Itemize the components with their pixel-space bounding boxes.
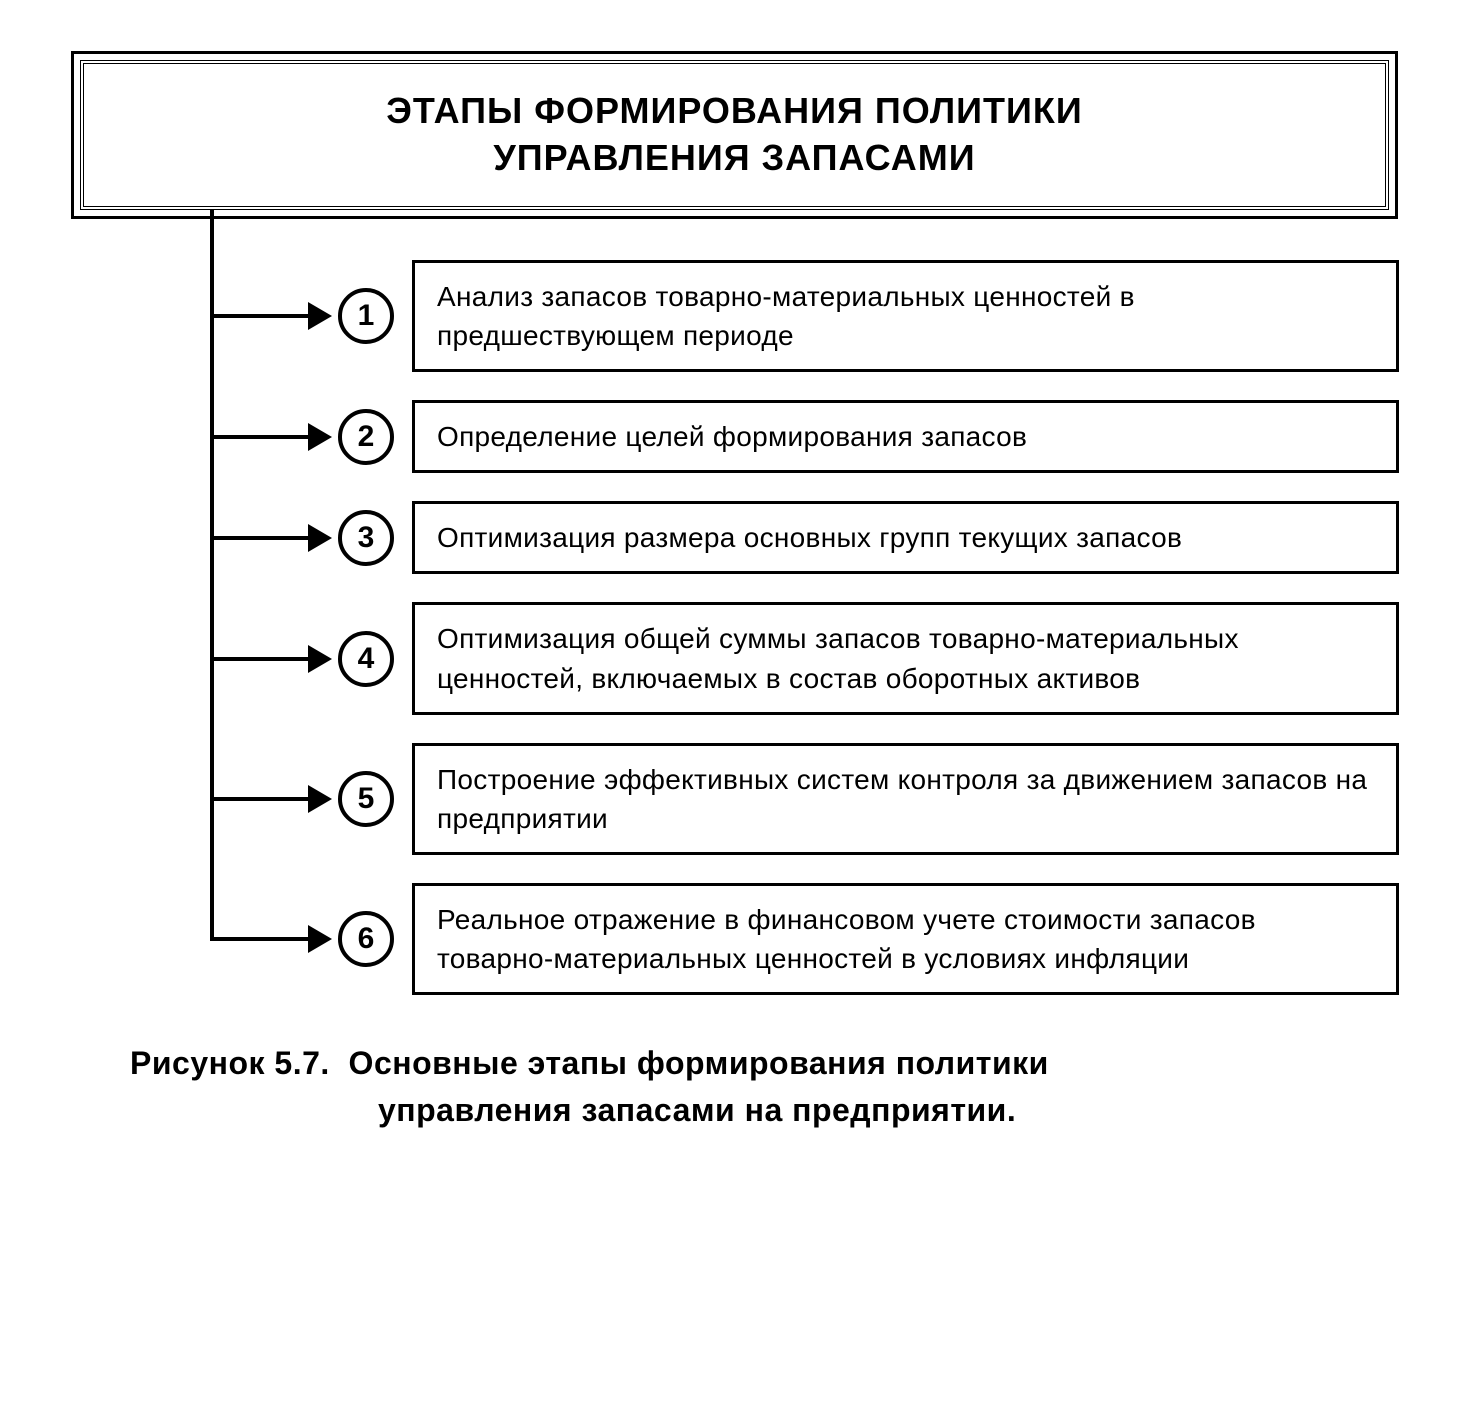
steps-area: 1 Анализ запасов товарно-материальных це… (70, 260, 1399, 996)
diagram-container: ЭТАПЫ ФОРМИРОВАНИЯ ПОЛИТИКИ УПРАВЛЕНИЯ З… (70, 60, 1399, 1133)
step-number-circle: 4 (338, 631, 394, 687)
figure-caption: Рисунок 5.7. Основные этапы формирования… (70, 1040, 1399, 1133)
header-line1: ЭТАПЫ ФОРМИРОВАНИЯ ПОЛИТИКИ (386, 90, 1082, 131)
step-text-box: Определение целей формирования запасов (412, 400, 1399, 473)
step-text-box: Анализ запасов товарно-материальных ценн… (412, 260, 1399, 372)
step-text-box: Построение эффективных систем контроля з… (412, 743, 1399, 855)
header-box: ЭТАПЫ ФОРМИРОВАНИЯ ПОЛИТИКИ УПРАВЛЕНИЯ З… (80, 60, 1389, 210)
arrow-icon (308, 524, 332, 552)
step-text-box: Оптимизация размера основных групп текущ… (412, 501, 1399, 574)
step-row: 4 Оптимизация общей суммы запасов товарн… (210, 602, 1399, 714)
connector-line (210, 435, 310, 439)
connector-line (210, 937, 310, 941)
step-row: 5 Построение эффективных систем контроля… (210, 743, 1399, 855)
step-row: 3 Оптимизация размера основных групп тек… (210, 501, 1399, 574)
arrow-icon (308, 785, 332, 813)
arrow-icon (308, 645, 332, 673)
connector-line (210, 797, 310, 801)
step-row: 1 Анализ запасов товарно-материальных це… (210, 260, 1399, 372)
arrow-icon (308, 302, 332, 330)
step-text-box: Реальное отражение в финансовом учете ст… (412, 883, 1399, 995)
header-title: ЭТАПЫ ФОРМИРОВАНИЯ ПОЛИТИКИ УПРАВЛЕНИЯ З… (124, 88, 1345, 182)
caption-line1: Основные этапы формирования политики (349, 1045, 1049, 1081)
arrow-icon (308, 925, 332, 953)
step-row: 6 Реальное отражение в финансовом учете … (210, 883, 1399, 995)
step-number-circle: 2 (338, 409, 394, 465)
step-text-box: Оптимизация общей суммы запасов товарно-… (412, 602, 1399, 714)
step-number-circle: 1 (338, 288, 394, 344)
connector-line (210, 657, 310, 661)
caption-line2: управления запасами на предприятии. (130, 1087, 1359, 1133)
step-row: 2 Определение целей формирования запасов (210, 400, 1399, 473)
connector-line (210, 314, 310, 318)
caption-prefix: Рисунок 5.7. (130, 1045, 330, 1081)
arrow-icon (308, 423, 332, 451)
step-number-circle: 3 (338, 510, 394, 566)
header-line2: УПРАВЛЕНИЯ ЗАПАСАМИ (493, 137, 975, 178)
connector-line (210, 536, 310, 540)
step-number-circle: 5 (338, 771, 394, 827)
step-number-circle: 6 (338, 911, 394, 967)
